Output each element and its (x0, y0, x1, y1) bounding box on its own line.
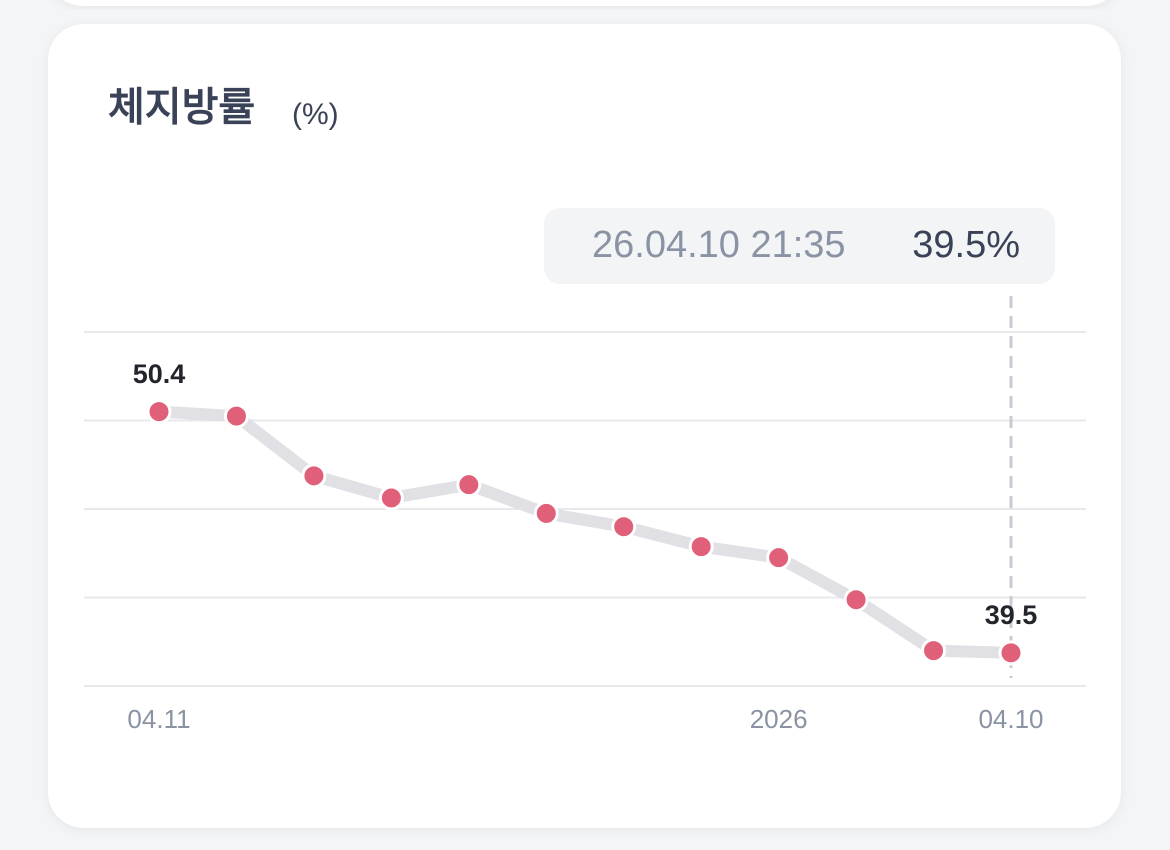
tooltip-box (544, 208, 1055, 284)
tooltip-value: 39.5% (912, 224, 1020, 266)
point (146, 399, 172, 425)
point (533, 500, 559, 526)
point (223, 403, 249, 429)
data-label: 50.4 (133, 359, 186, 389)
plot: 04.11 2026 04.10 50.4 39.5 (84, 296, 1086, 734)
point (378, 485, 404, 511)
x-tick-label: 04.11 (127, 704, 190, 734)
previous-card (63, 0, 1106, 6)
tooltip-date: 26.04.10 21:35 (592, 224, 846, 266)
line (153, 405, 1017, 659)
unit-label: (%) (292, 98, 339, 131)
point (611, 514, 637, 540)
point (688, 534, 714, 560)
card (48, 24, 1121, 828)
x-tick-label: 2026 (750, 704, 808, 734)
point (843, 587, 869, 613)
data-label: 39.5 (985, 600, 1038, 630)
point (456, 472, 482, 498)
point (766, 545, 792, 571)
x-tick-label: 04.10 (978, 704, 1043, 734)
point (998, 640, 1024, 666)
point (921, 638, 947, 664)
chart-title: 체지방률 (108, 86, 255, 130)
point (301, 463, 327, 489)
